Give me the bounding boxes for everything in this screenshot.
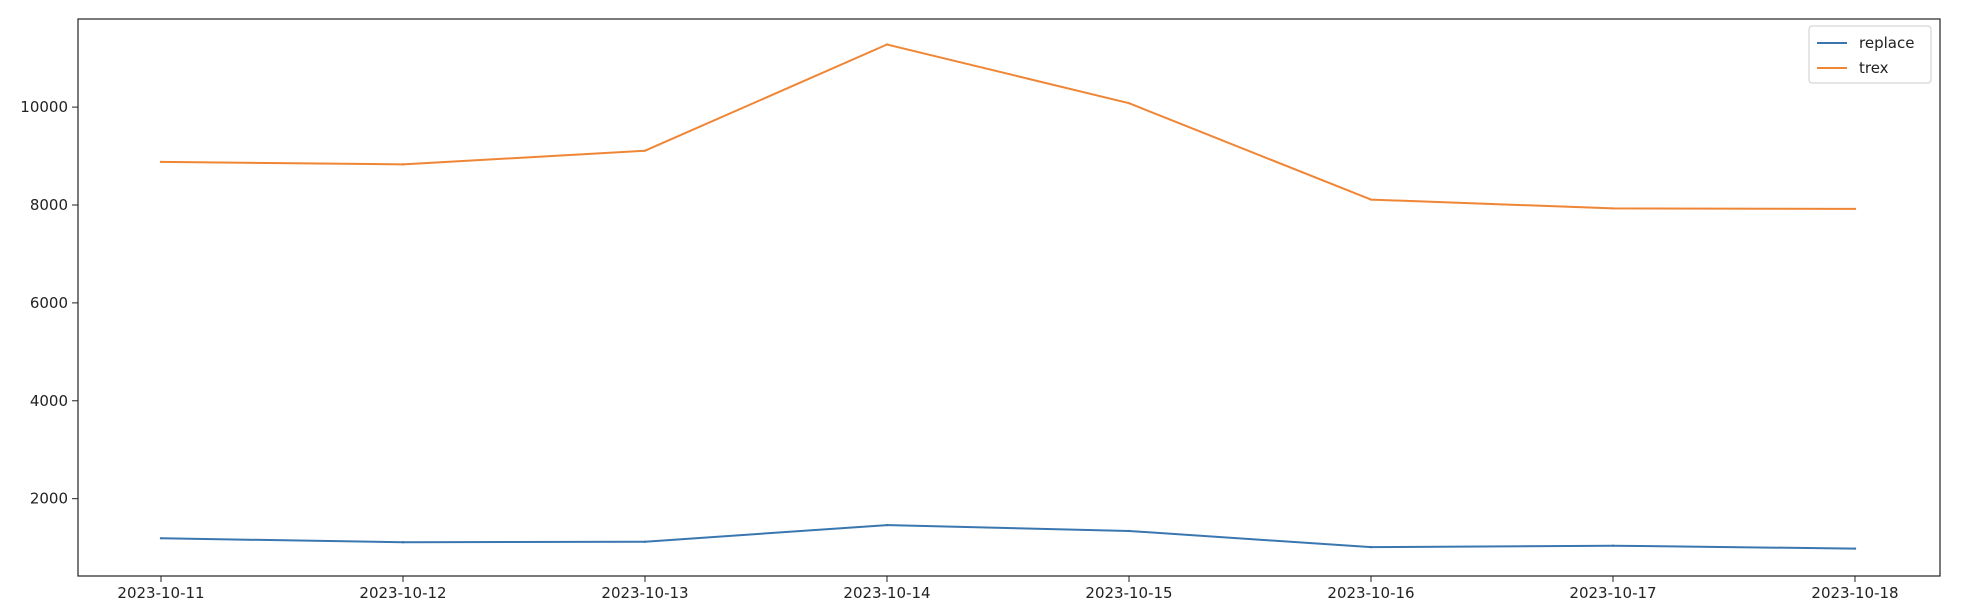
x-tick-label: 2023-10-14: [843, 584, 930, 602]
data-point-trex: [1369, 198, 1373, 201]
y-tick-label: 8000: [30, 196, 68, 214]
x-tick-label: 2023-10-12: [359, 584, 446, 602]
x-axis: 2023-10-11 2023-10-12 2023-10-13 2023-10-14…: [117, 576, 1899, 602]
data-point-replace: [1611, 544, 1615, 547]
y-tick-label: 10000: [20, 98, 68, 116]
legend-label-replace: replace: [1859, 34, 1914, 52]
y-tick-label: 2000: [30, 490, 68, 508]
series-line-replace: [160, 524, 1856, 550]
x-tick-label: 2023-10-16: [1327, 584, 1414, 602]
data-point-replace: [401, 541, 405, 544]
data-point-replace: [885, 523, 889, 527]
series-line-trex: [160, 43, 1856, 210]
data-point-trex: [643, 149, 647, 152]
series-group: [159, 43, 1857, 550]
data-point-trex: [1853, 207, 1857, 211]
data-point-replace: [1853, 547, 1857, 550]
data-point-trex: [401, 163, 405, 166]
x-tick-label: 2023-10-18: [1811, 584, 1898, 602]
data-point-replace: [1369, 545, 1373, 549]
data-point-trex: [1611, 207, 1615, 210]
data-point-trex: [159, 160, 163, 164]
data-point-trex: [1127, 101, 1131, 105]
x-tick-label: 2023-10-17: [1569, 584, 1656, 602]
x-tick-label: 2023-10-15: [1085, 584, 1172, 602]
y-axis: 2000 4000 6000 8000 10000: [20, 98, 78, 508]
plot-area: [77, 18, 1941, 577]
data-point-trex: [885, 43, 889, 46]
x-tick-label: 2023-10-13: [601, 584, 688, 602]
y-tick-label: 4000: [30, 392, 68, 410]
data-point-replace: [1127, 529, 1131, 533]
legend-label-trex: trex: [1859, 59, 1889, 77]
axes-frame: [77, 18, 1941, 577]
x-tick-label: 2023-10-11: [117, 584, 204, 602]
legend: replace trex: [1808, 25, 1932, 84]
y-tick-label: 6000: [30, 294, 68, 312]
data-point-replace: [643, 540, 647, 543]
data-point-replace: [159, 537, 163, 540]
